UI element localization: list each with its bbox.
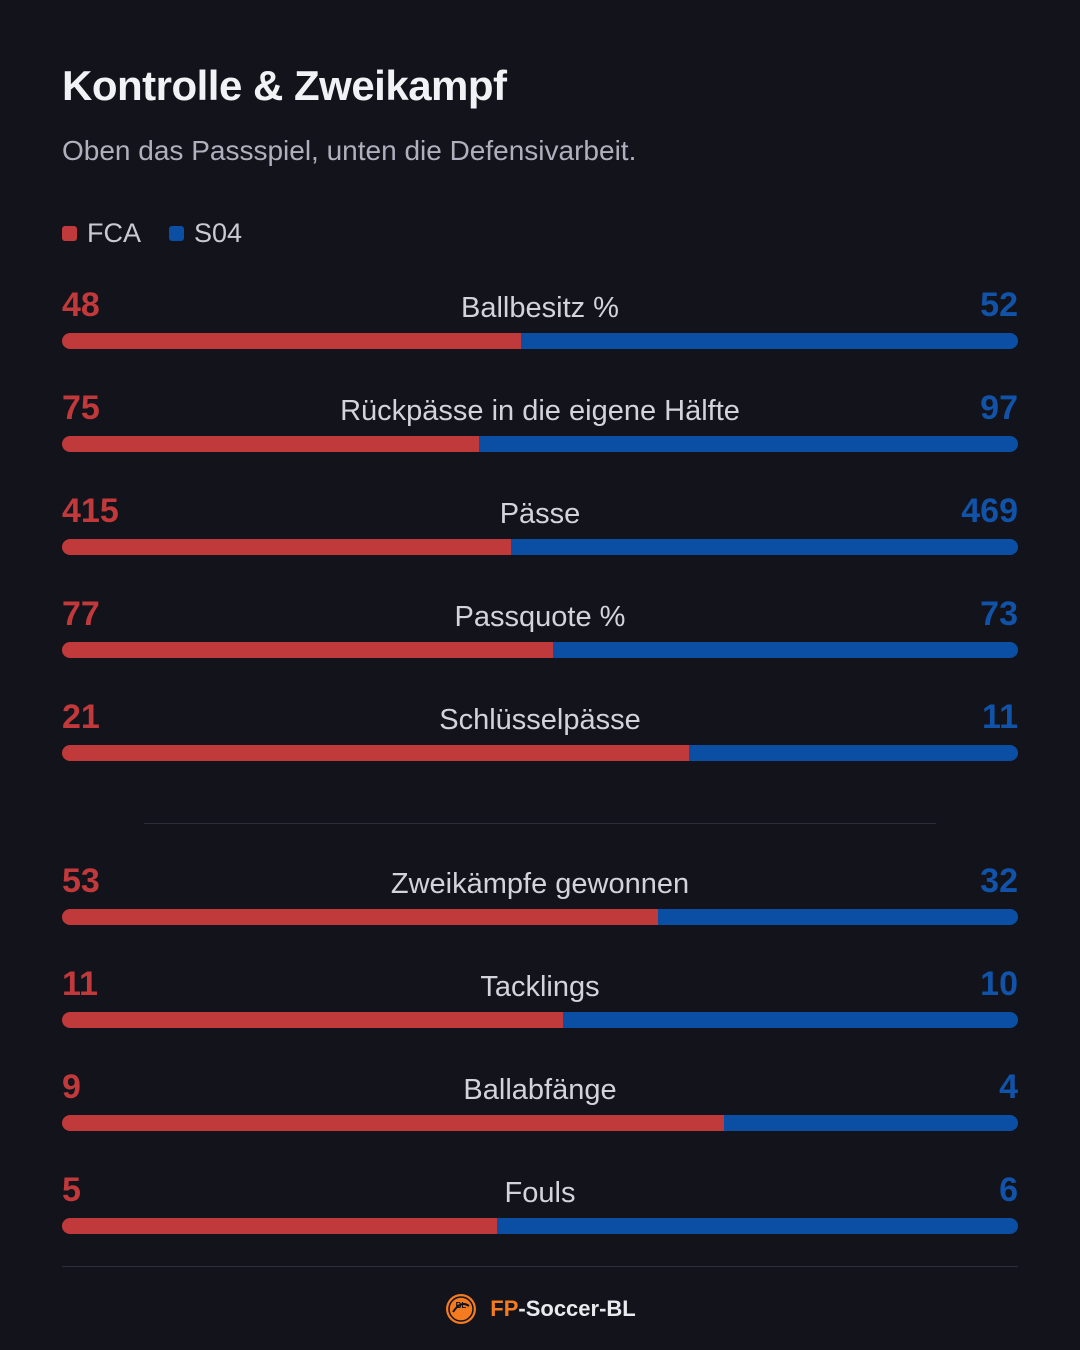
bar-segment-away [552,642,1018,658]
bar-segment-away [478,436,1018,452]
stat-value-away: 11 [982,698,1018,736]
section-divider [144,823,936,824]
stat-row: Zweikämpfe gewonnen 53 32 [62,861,1018,941]
stat-bar [62,436,1018,452]
legend-item-away: S04 [169,218,242,249]
brand-suffix: -Soccer-BL [518,1296,636,1321]
bar-segment-home [62,333,521,349]
stat-value-away: 73 [980,595,1018,633]
stat-value-home: 415 [62,492,119,530]
stat-label: Schlüsselpässe [439,704,641,736]
stat-bar [62,539,1018,555]
legend: FCA S04 [62,218,270,249]
stat-bar [62,1218,1018,1234]
stat-value-home: 11 [62,965,98,1003]
stat-value-away: 10 [980,965,1018,1003]
bar-segment-away [510,539,1018,555]
stat-row: Rückpässe in die eigene Hälfte 75 97 [62,388,1018,468]
stat-value-home: 5 [62,1171,81,1209]
stat-label: Ballbesitz % [461,292,619,324]
stat-bar [62,1012,1018,1028]
stat-bar [62,1115,1018,1131]
bar-segment-away [520,333,1018,349]
stat-value-home: 75 [62,389,100,427]
bar-segment-away [658,909,1018,925]
stat-bar [62,909,1018,925]
stat-row: Pässe 415 469 [62,491,1018,571]
stat-value-away: 32 [980,862,1018,900]
stat-row: Fouls 5 6 [62,1170,1018,1250]
stat-label: Rückpässe in die eigene Hälfte [340,395,740,427]
stat-label: Tacklings [480,971,600,1003]
bar-segment-home [62,642,553,658]
stat-label: Zweikämpfe gewonnen [390,868,690,900]
stat-bar [62,333,1018,349]
bar-segment-home [62,745,690,761]
logo-text: BL [456,1301,467,1310]
bar-segment-home [62,1115,724,1131]
legend-label-home: FCA [87,218,141,248]
stat-value-home: 77 [62,595,100,633]
legend-label-away: S04 [194,218,243,248]
bar-segment-away [562,1012,1018,1028]
stat-value-away: 6 [999,1171,1018,1209]
stat-value-home: 48 [62,286,100,324]
footer-divider [62,1266,1018,1267]
stat-label: Fouls [504,1177,576,1209]
stat-value-home: 9 [62,1068,81,1106]
stat-bar [62,745,1018,761]
chart-subtitle: Oben das Passspiel, unten die Defensivar… [62,135,637,166]
bar-segment-away [496,1218,1018,1234]
chart-title: Kontrolle & Zweikampf [62,62,507,109]
stat-label: Ballabfänge [463,1074,617,1106]
stat-value-away: 4 [999,1068,1018,1106]
stat-row: Tacklings 11 10 [62,964,1018,1044]
stat-row: Ballabfänge 9 4 [62,1067,1018,1147]
footer-brand: BL FP -Soccer-BL [0,1292,1080,1326]
stat-row: Passquote % 77 73 [62,594,1018,674]
bar-segment-away [689,745,1018,761]
bar-segment-home [62,436,479,452]
stat-value-home: 53 [62,862,100,900]
legend-item-home: FCA [62,218,141,249]
bar-segment-home [62,539,511,555]
bar-segment-home [62,909,659,925]
stat-value-away: 469 [961,492,1018,530]
stat-value-home: 21 [62,698,100,736]
stat-label: Passquote % [454,601,626,633]
legend-swatch-home [62,226,77,241]
stat-row: Ballbesitz % 48 52 [62,285,1018,365]
bar-segment-away [723,1115,1018,1131]
bar-segment-home [62,1218,497,1234]
legend-swatch-away [169,226,184,241]
stat-value-away: 97 [980,389,1018,427]
stat-row: Schlüsselpässe 21 11 [62,697,1018,777]
stat-label: Pässe [499,498,581,530]
stat-value-away: 52 [980,286,1018,324]
brand-prefix: FP [490,1296,519,1321]
stat-bar [62,642,1018,658]
bar-segment-home [62,1012,563,1028]
soccer-ball-logo-icon: BL [446,1294,477,1324]
